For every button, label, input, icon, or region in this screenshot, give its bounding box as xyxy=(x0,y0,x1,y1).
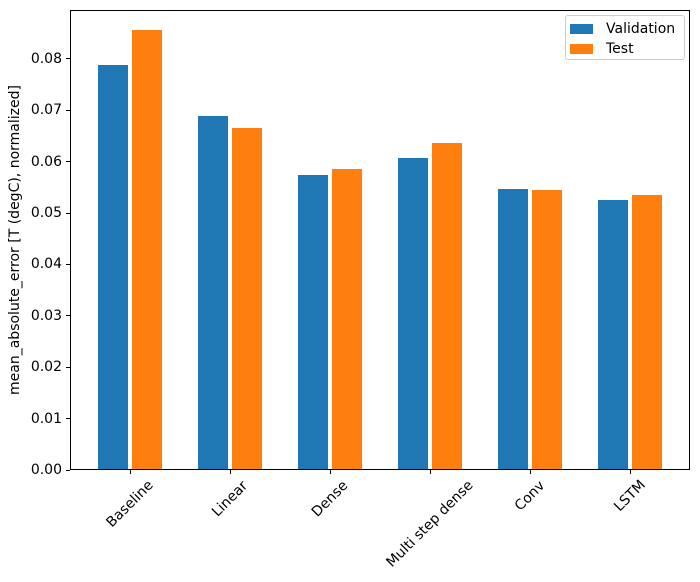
legend-row-test: Test xyxy=(570,41,684,57)
y-tick-mark xyxy=(66,366,70,368)
y-tick-mark xyxy=(66,212,70,214)
bar-validation-dense xyxy=(298,175,328,469)
legend-label-validation: Validation xyxy=(606,21,676,37)
legend-swatch-test xyxy=(570,44,593,54)
y-tick-label: 0.02 xyxy=(30,359,62,376)
y-tick-mark xyxy=(66,263,70,265)
x-tick-label: LSTM xyxy=(611,477,649,515)
y-tick-mark xyxy=(66,418,70,420)
bar-validation-multi-step-dense xyxy=(398,158,428,469)
bar-test-multi-step-dense xyxy=(432,143,462,469)
y-tick-label: 0.01 xyxy=(30,410,62,427)
x-tick-label: Dense xyxy=(308,477,352,520)
bar-validation-conv xyxy=(498,189,528,469)
legend: Validation Test xyxy=(565,15,685,60)
y-tick-label: 0.03 xyxy=(30,307,62,324)
x-tick-label: Linear xyxy=(208,477,252,520)
plot-area xyxy=(70,10,690,470)
bar-validation-linear xyxy=(198,116,228,469)
y-axis-label: mean_absolute_error [T (degC), normalize… xyxy=(7,85,23,395)
legend-row-validation: Validation xyxy=(570,21,684,37)
y-tick-label: 0.05 xyxy=(30,205,62,222)
x-tick-mark xyxy=(529,470,531,474)
x-tick-label: Multi step dense xyxy=(383,477,477,571)
x-tick-label: Conv xyxy=(511,477,549,514)
y-tick-label: 0.00 xyxy=(30,462,62,478)
legend-swatch-validation xyxy=(570,24,593,34)
x-tick-mark xyxy=(429,470,431,474)
legend-label-test: Test xyxy=(606,41,634,57)
bar-test-linear xyxy=(232,128,262,469)
bar-test-lstm xyxy=(632,195,662,469)
y-tick-label: 0.08 xyxy=(30,50,62,67)
bar-test-baseline xyxy=(132,30,162,469)
y-tick-mark xyxy=(66,315,70,317)
y-tick-mark xyxy=(66,58,70,60)
y-tick-mark xyxy=(66,161,70,163)
x-tick-mark xyxy=(629,470,631,474)
y-tick-label: 0.07 xyxy=(30,102,62,119)
x-tick-mark xyxy=(129,470,131,474)
x-tick-label: Baseline xyxy=(103,477,157,531)
bar-test-dense xyxy=(332,169,362,469)
y-tick-label: 0.04 xyxy=(30,256,62,273)
y-tick-mark xyxy=(66,109,70,111)
y-tick-mark xyxy=(66,469,70,471)
bar-validation-baseline xyxy=(98,65,128,469)
bar-validation-lstm xyxy=(598,200,628,469)
y-tick-label: 0.06 xyxy=(30,153,62,170)
bar-test-conv xyxy=(532,190,562,469)
x-tick-mark xyxy=(329,470,331,474)
x-tick-mark xyxy=(229,470,231,474)
